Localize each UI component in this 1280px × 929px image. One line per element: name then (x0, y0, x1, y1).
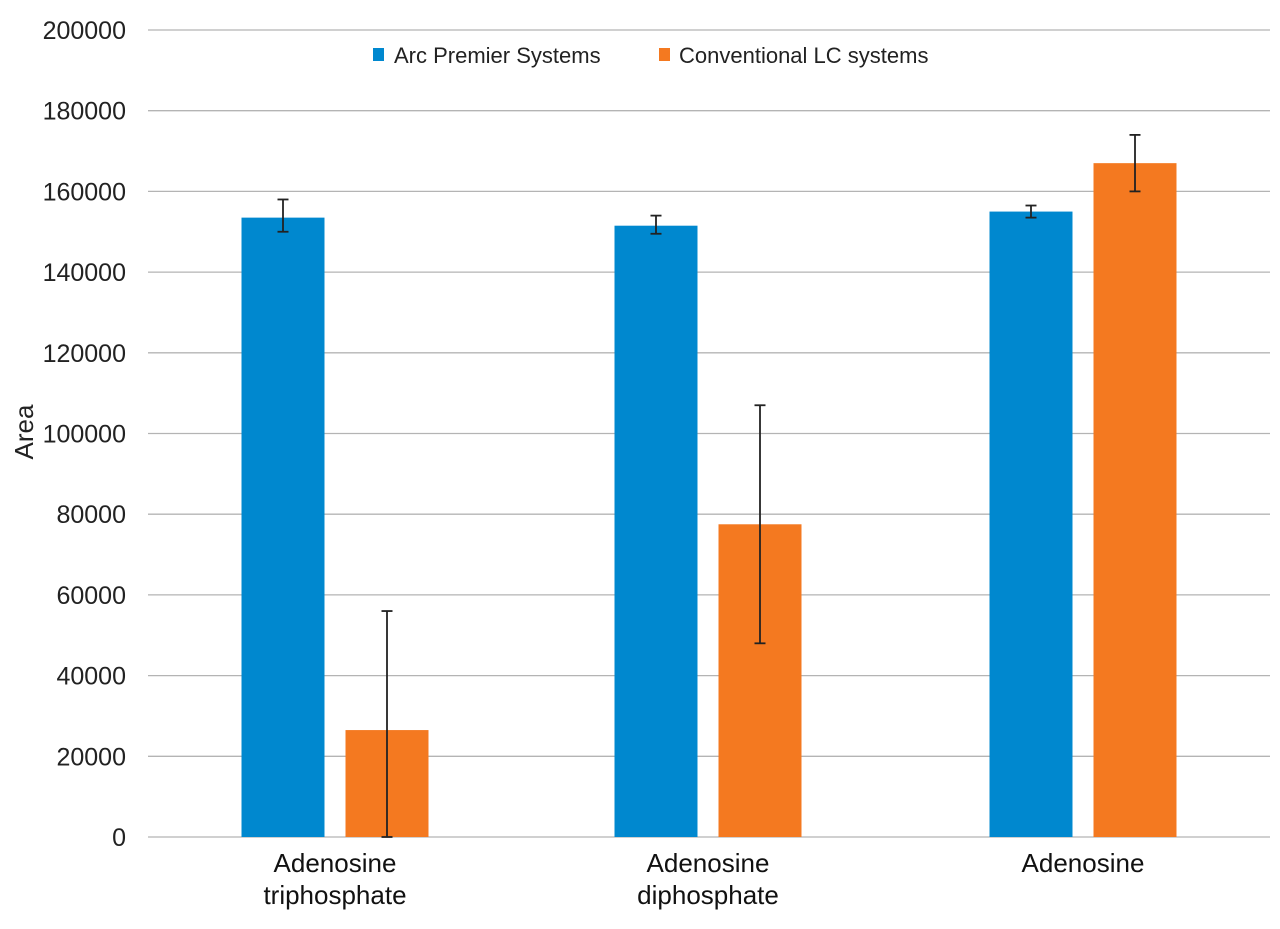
legend-swatch-conventional-lc (659, 48, 670, 61)
x-category-line: diphosphate (637, 880, 779, 910)
legend-label-conventional-lc: Conventional LC systems (679, 43, 928, 68)
x-category-line: Adenosine (274, 848, 397, 878)
x-category-line: Adenosine (1022, 848, 1145, 878)
bar-conventional-lc-systems-2 (1093, 163, 1177, 837)
legend-swatch-arc-premier (373, 48, 384, 61)
y-tick-label-100000: 100000 (43, 421, 126, 449)
y-tick-label-140000: 140000 (43, 259, 126, 287)
error-bar-arc-premier-systems-1 (650, 214, 662, 235)
y-tick-label-40000: 40000 (56, 663, 126, 691)
error-bars (277, 134, 1141, 838)
error-bar-conventional-lc-systems-1 (754, 404, 766, 645)
legend-label-arc-premier: Arc Premier Systems (394, 43, 601, 68)
x-category-label-1: Adenosine diphosphate (637, 848, 779, 910)
error-bar-conventional-lc-systems-0 (381, 610, 393, 838)
y-tick-label-180000: 180000 (43, 98, 126, 126)
y-tick-label-80000: 80000 (56, 501, 126, 529)
y-tick-label-120000: 120000 (43, 340, 126, 368)
legend: Arc Premier Systems Conventional LC syst… (373, 43, 928, 68)
gridlines (148, 29, 1270, 838)
error-bar-arc-premier-systems-0 (277, 198, 289, 233)
y-axis-ticks: 0 20000 40000 60000 80000 100000 120000 140000 1… (43, 17, 126, 852)
error-bar-arc-premier-systems-2 (1025, 204, 1037, 219)
bar-arc-premier-systems-0 (241, 217, 325, 837)
x-category-line: triphosphate (263, 880, 406, 910)
x-category-label-2: Adenosine (1022, 848, 1145, 878)
x-category-label-0: Adenosine triphosphate (263, 848, 406, 910)
bars (241, 163, 1177, 837)
y-tick-label-200000: 200000 (43, 17, 126, 45)
y-axis-title: Area (9, 404, 39, 459)
y-tick-label-20000: 20000 (56, 743, 126, 771)
y-tick-label-60000: 60000 (56, 582, 126, 610)
error-bar-conventional-lc-systems-2 (1129, 134, 1141, 193)
y-tick-label-0: 0 (112, 824, 126, 852)
x-category-line: Adenosine (647, 848, 770, 878)
y-tick-label-160000: 160000 (43, 178, 126, 206)
bar-arc-premier-systems-2 (989, 211, 1073, 837)
bar-arc-premier-systems-1 (614, 225, 698, 837)
